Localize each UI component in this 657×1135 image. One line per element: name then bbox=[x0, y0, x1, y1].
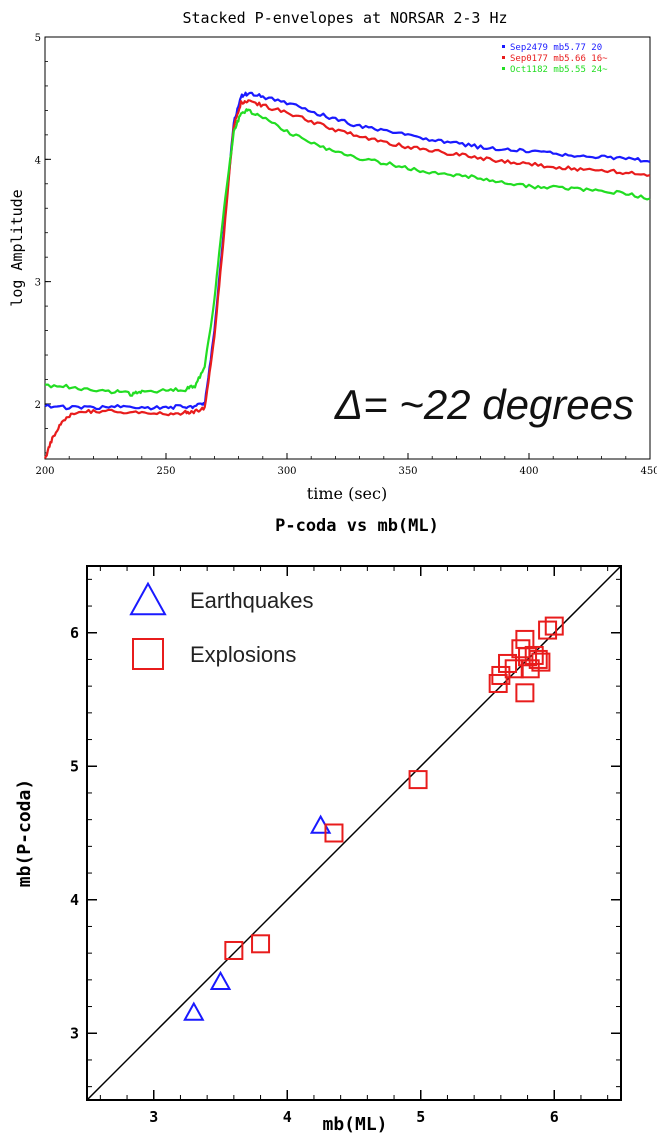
explosion-point bbox=[491, 665, 511, 685]
explosion-point bbox=[251, 934, 271, 954]
legend-marker-triangle bbox=[129, 581, 167, 616]
y-axis-label: mb(P-coda) bbox=[14, 779, 35, 887]
x-tick-label: 250 bbox=[156, 466, 175, 477]
chart-title: P-coda vs mb(ML) bbox=[275, 516, 439, 536]
distance-annotation: Δ= ~22 degrees bbox=[334, 381, 634, 428]
y-tick-label: 5 bbox=[70, 757, 79, 775]
x-axis-label: time (sec) bbox=[307, 484, 387, 503]
y-tick-label: 6 bbox=[70, 624, 79, 642]
explosion-point bbox=[531, 652, 551, 672]
series-line bbox=[44, 91, 651, 411]
y-axis-label: log Amplitude bbox=[8, 189, 26, 306]
earthquake-point bbox=[209, 970, 232, 990]
x-tick-label: 6 bbox=[550, 1108, 559, 1126]
y-tick-label: 3 bbox=[35, 278, 41, 289]
legend-entry: Sep2479 mb5.77 20 bbox=[510, 43, 602, 53]
explosion-point bbox=[515, 683, 535, 703]
legend-marker-square bbox=[132, 638, 164, 670]
x-tick-label: 5 bbox=[416, 1108, 425, 1126]
earthquake-point bbox=[183, 1001, 205, 1021]
y-tick-label: 4 bbox=[35, 155, 41, 166]
legend-marker bbox=[502, 45, 505, 48]
plot-frame bbox=[44, 36, 651, 460]
series-line bbox=[44, 108, 651, 397]
x-tick-label: 200 bbox=[35, 466, 54, 477]
p-envelopes-chart: Stacked P-envelopes at NORSAR 2-3 Hz log… bbox=[8, 9, 657, 503]
legend-marker bbox=[502, 56, 505, 59]
x-tick-label: 450 bbox=[640, 466, 657, 477]
y-tick-label: 5 bbox=[35, 33, 41, 44]
explosion-point bbox=[498, 653, 518, 673]
explosion-point bbox=[224, 940, 244, 960]
x-axis-label: mb(ML) bbox=[322, 1114, 387, 1135]
legend-entry: Earthquakes bbox=[190, 588, 314, 613]
y-tick-label: 2 bbox=[35, 400, 41, 411]
x-tick-label: 300 bbox=[277, 466, 296, 477]
legend-marker bbox=[502, 67, 505, 70]
series-line bbox=[43, 99, 651, 459]
x-tick-label: 3 bbox=[149, 1108, 158, 1126]
explosion-point bbox=[544, 616, 564, 636]
legend-entry: Sep0177 mb5.66 16~ bbox=[510, 54, 608, 64]
explosion-point bbox=[324, 823, 344, 843]
x-tick-label: 400 bbox=[519, 466, 538, 477]
explosion-point bbox=[528, 649, 548, 669]
legend-entry: Explosions bbox=[190, 642, 296, 667]
y-tick-label: 4 bbox=[70, 891, 79, 909]
explosion-point bbox=[524, 645, 544, 665]
x-tick-label: 350 bbox=[398, 466, 417, 477]
x-tick-label: 4 bbox=[283, 1108, 292, 1126]
legend-entry: Oct1182 mb5.55 24~ bbox=[510, 65, 608, 75]
chart-title: Stacked P-envelopes at NORSAR 2-3 Hz bbox=[182, 9, 507, 27]
explosion-point bbox=[518, 647, 538, 667]
explosion-point bbox=[538, 620, 558, 640]
explosion-point bbox=[408, 770, 428, 790]
y-tick-label: 3 bbox=[70, 1024, 79, 1042]
p-coda-scatter-chart: P-coda vs mb(ML) mb(P-coda) mb(ML) 3 4 5 6 3… bbox=[14, 516, 622, 1135]
